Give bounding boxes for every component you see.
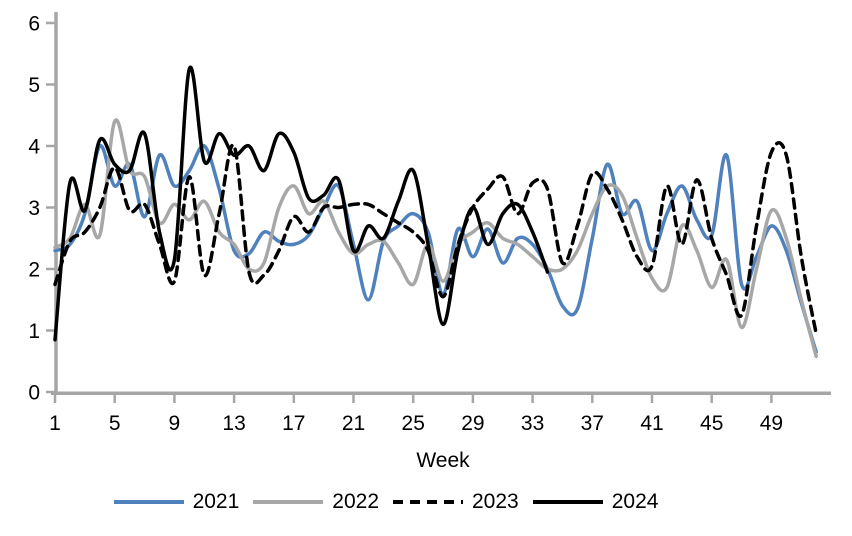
x-tick-label: 45 bbox=[700, 412, 723, 435]
series-line-2021 bbox=[53, 144, 818, 354]
legend-label-2021: 2021 bbox=[192, 490, 240, 513]
x-tick-label: 17 bbox=[282, 412, 305, 435]
y-tick-label: 1 bbox=[28, 320, 40, 343]
legend-line-swatch-2022 bbox=[253, 499, 324, 504]
x-tick-label: 21 bbox=[342, 412, 365, 435]
legend-label-2024: 2024 bbox=[611, 490, 659, 513]
legend-label-2022: 2022 bbox=[332, 490, 379, 513]
x-axis-title: Week bbox=[416, 449, 470, 472]
x-tick-label: 49 bbox=[760, 412, 783, 435]
chart-legend: 2021 2022 2023 2024 bbox=[0, 491, 772, 512]
legend-item-2021: 2021 bbox=[113, 490, 240, 513]
legend-line-swatch-2021 bbox=[113, 499, 184, 504]
legend-item-2022: 2022 bbox=[253, 491, 379, 512]
y-tick-label: 6 bbox=[28, 13, 40, 36]
x-tick-label: 1 bbox=[49, 412, 61, 435]
series-line-2024 bbox=[53, 65, 550, 342]
legend-line-swatch-2024 bbox=[532, 499, 603, 504]
x-tick-label: 13 bbox=[222, 412, 245, 435]
x-tick-label: 33 bbox=[521, 412, 544, 435]
legend-label-2023: 2023 bbox=[472, 490, 519, 513]
y-tick-label: 0 bbox=[28, 382, 40, 405]
x-tick-label: 41 bbox=[640, 412, 663, 435]
x-tick-label: 5 bbox=[109, 412, 121, 435]
x-tick-label: 25 bbox=[402, 412, 425, 435]
series-line-2023 bbox=[53, 141, 818, 336]
y-tick-label: 3 bbox=[28, 197, 40, 220]
x-tick-label: 29 bbox=[461, 412, 484, 435]
y-tick-label: 2 bbox=[28, 259, 40, 282]
legend-line-swatch-2023 bbox=[393, 499, 463, 504]
y-tick-label: 5 bbox=[28, 74, 40, 97]
legend-item-2024: 2024 bbox=[532, 490, 659, 513]
x-tick-label: 9 bbox=[169, 412, 181, 435]
x-tick-label: 37 bbox=[581, 412, 604, 435]
y-tick-label: 4 bbox=[28, 136, 40, 159]
legend-item-2023: 2023 bbox=[393, 491, 519, 512]
series-line-2022 bbox=[53, 118, 818, 359]
